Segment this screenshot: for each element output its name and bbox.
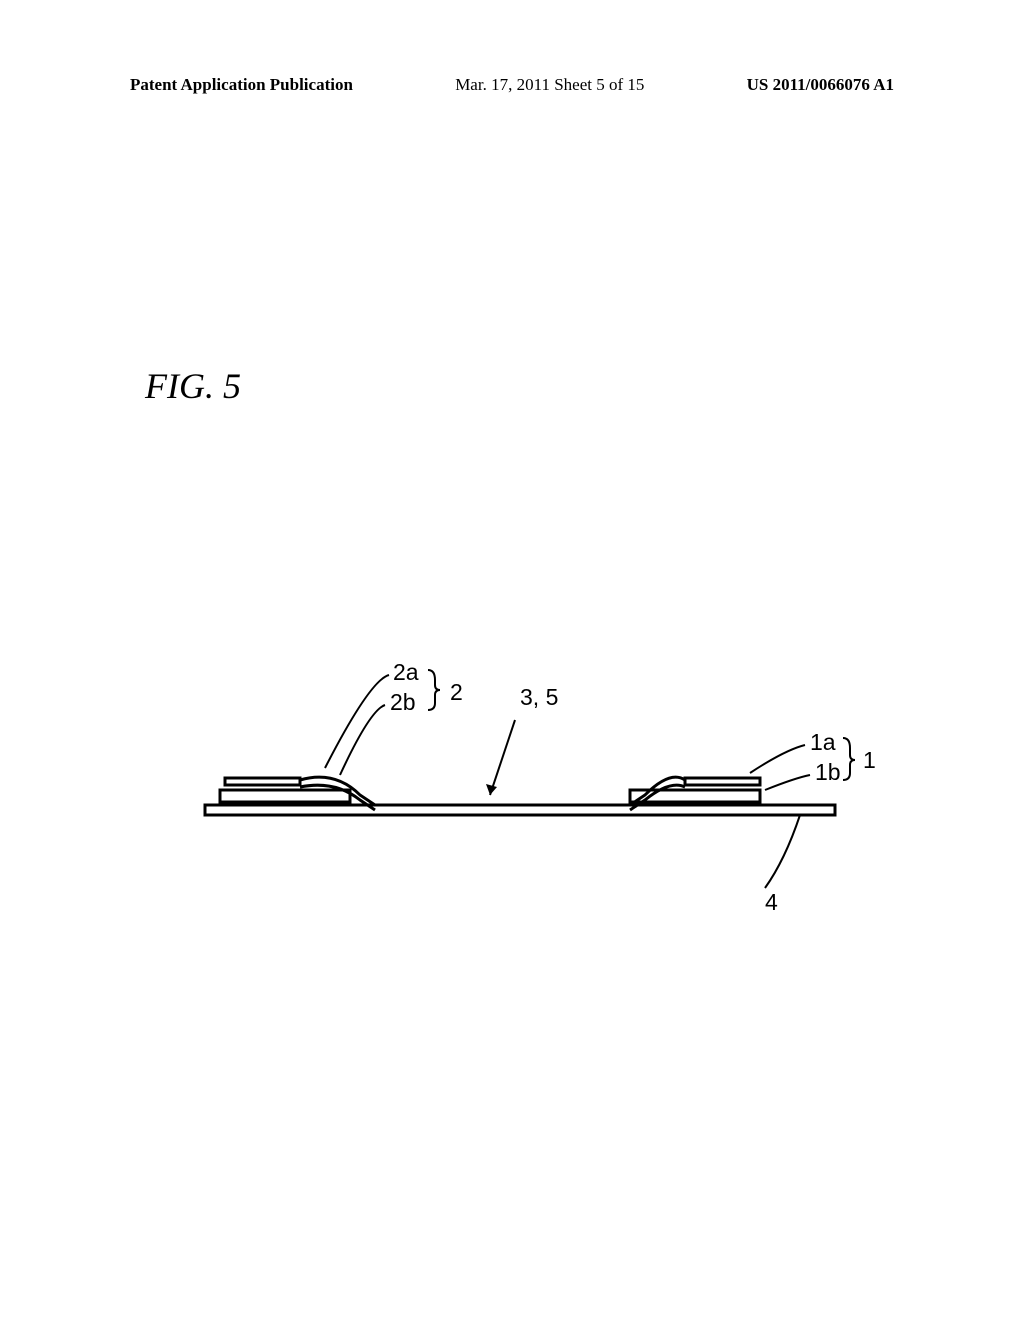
label-35: 3, 5: [520, 684, 558, 710]
leader-1a: [750, 745, 805, 773]
brace-1: [843, 738, 855, 780]
leader-2b: [340, 705, 385, 775]
leader-4: [765, 815, 800, 888]
label-2: 2: [450, 679, 463, 705]
label-2a: 2a: [393, 659, 419, 685]
header-date-sheet: Mar. 17, 2011 Sheet 5 of 15: [455, 75, 644, 95]
header-publication: Patent Application Publication: [130, 75, 353, 95]
technical-diagram: 2a 2b 2 3, 5 1a 1b 1 4: [195, 650, 875, 930]
label-1a: 1a: [810, 729, 836, 755]
figure-label: FIG. 5: [145, 365, 241, 407]
base-plate: [205, 805, 835, 815]
header-application-number: US 2011/0066076 A1: [747, 75, 894, 95]
left-electrode-2a: [225, 778, 300, 785]
diagram-svg: 2a 2b 2 3, 5 1a 1b 1 4: [195, 650, 875, 930]
left-electrode-1b: [220, 790, 350, 802]
page-header: Patent Application Publication Mar. 17, …: [0, 75, 1024, 95]
right-electrode-1a: [685, 778, 760, 785]
label-2b: 2b: [390, 689, 416, 715]
leader-1b: [765, 775, 810, 790]
label-1b: 1b: [815, 759, 841, 785]
arrow-35-line: [490, 720, 515, 795]
label-4: 4: [765, 889, 778, 915]
brace-2: [428, 670, 440, 710]
label-1: 1: [863, 747, 875, 773]
leader-2a: [325, 675, 389, 768]
